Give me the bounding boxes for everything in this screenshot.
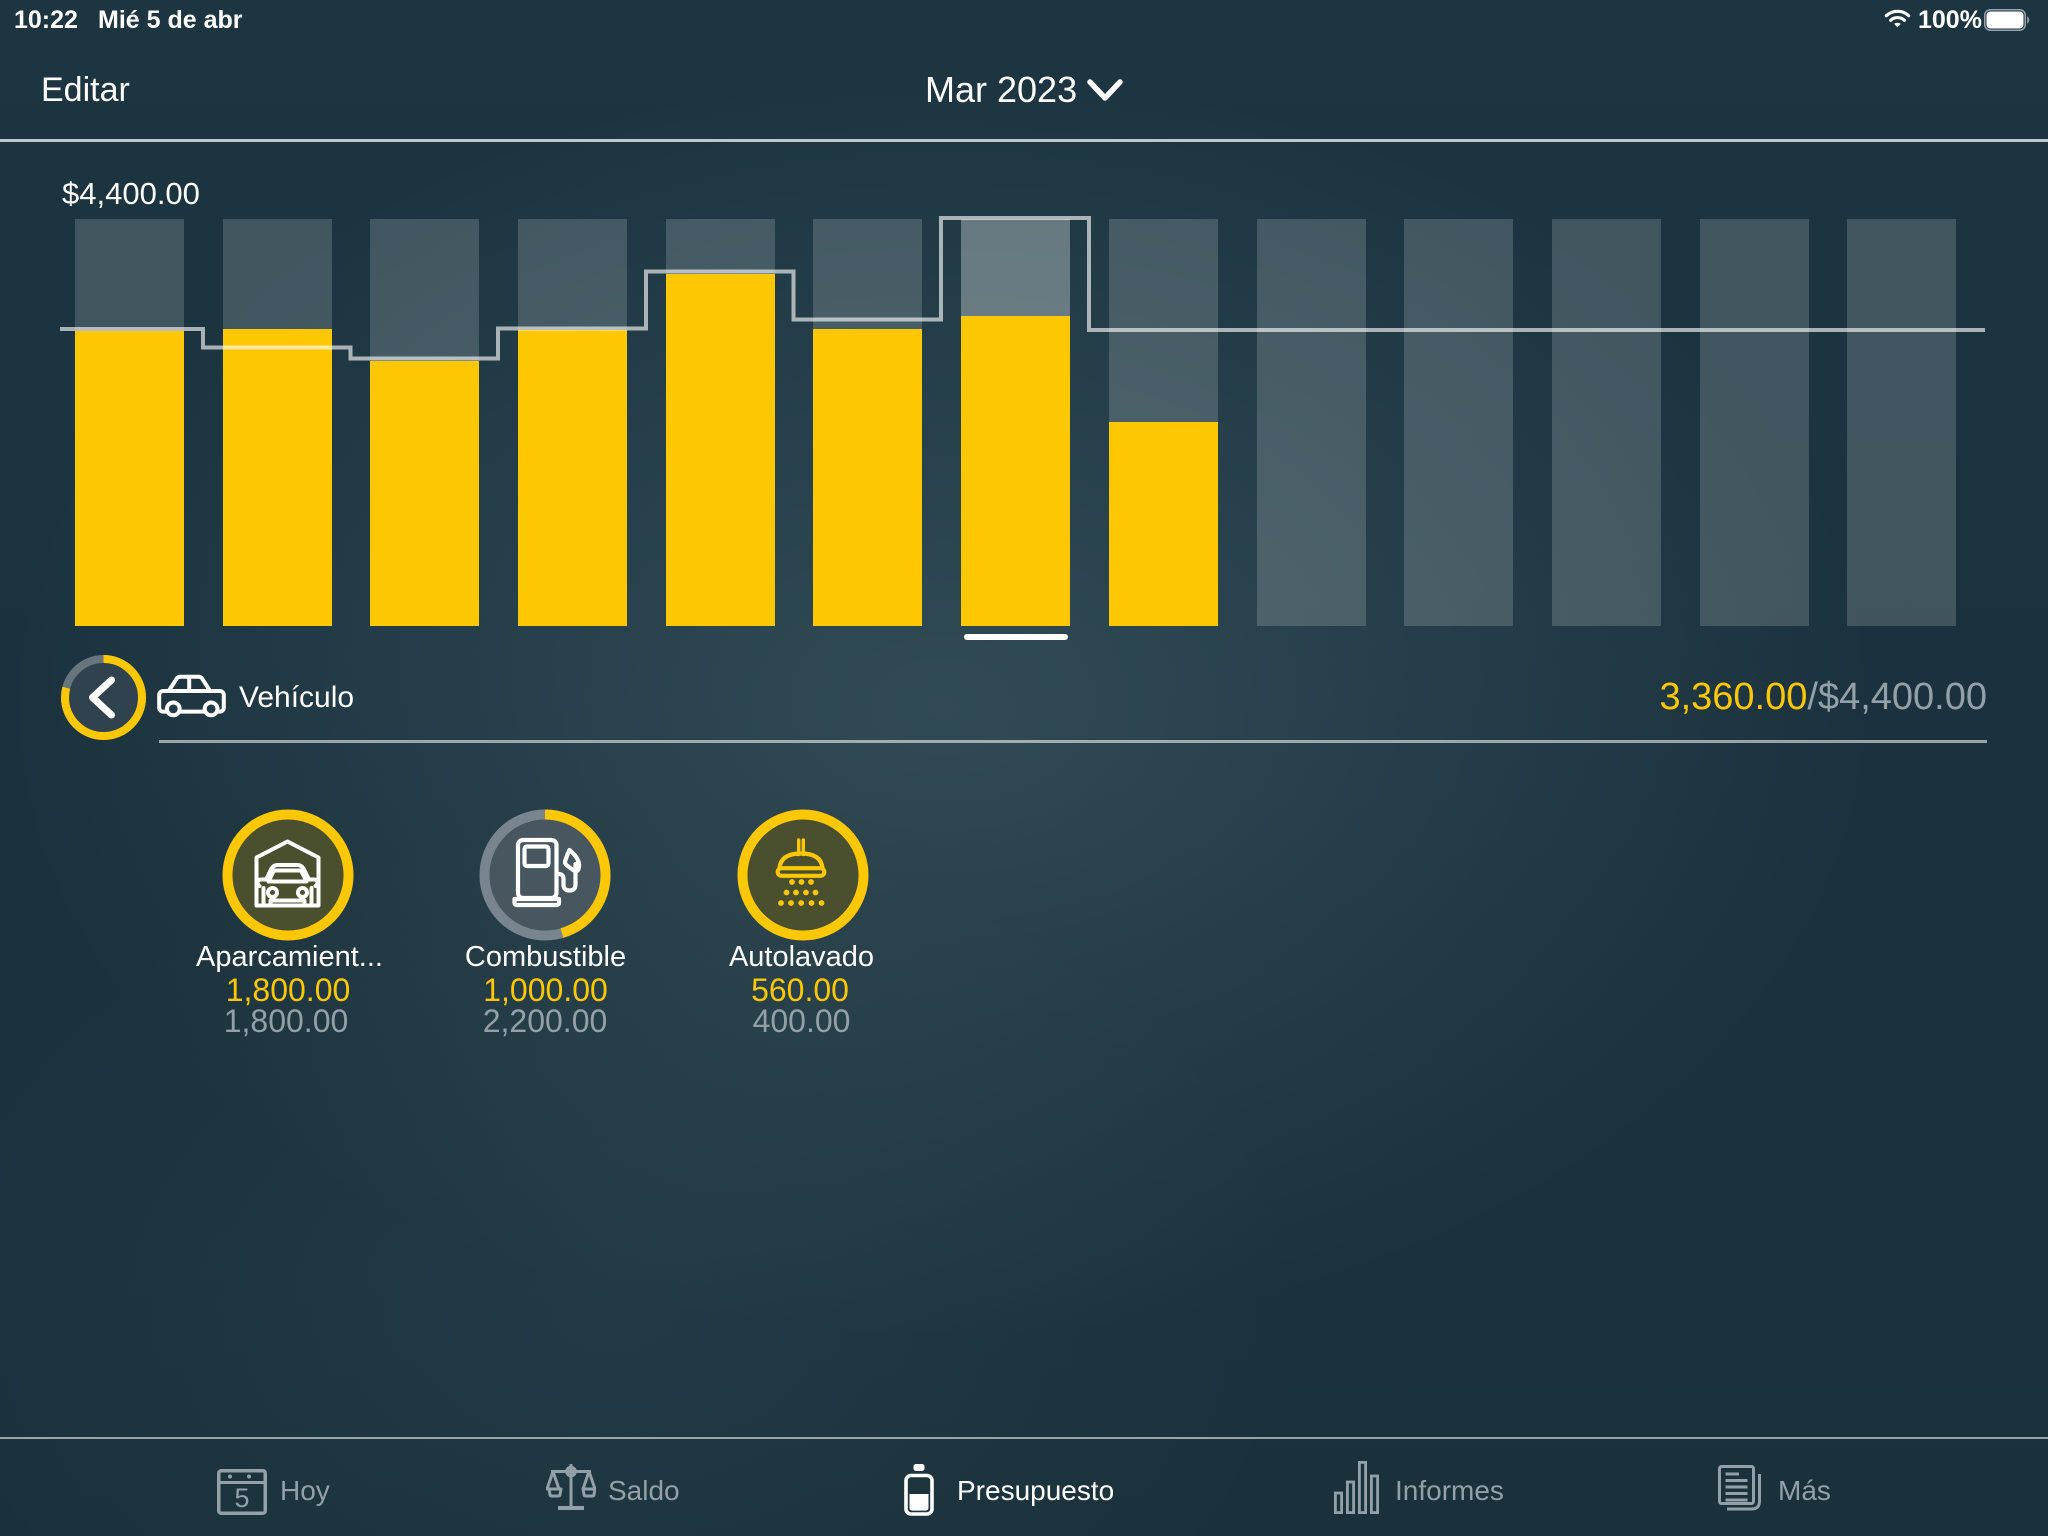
svg-text:5: 5 — [234, 1483, 249, 1513]
